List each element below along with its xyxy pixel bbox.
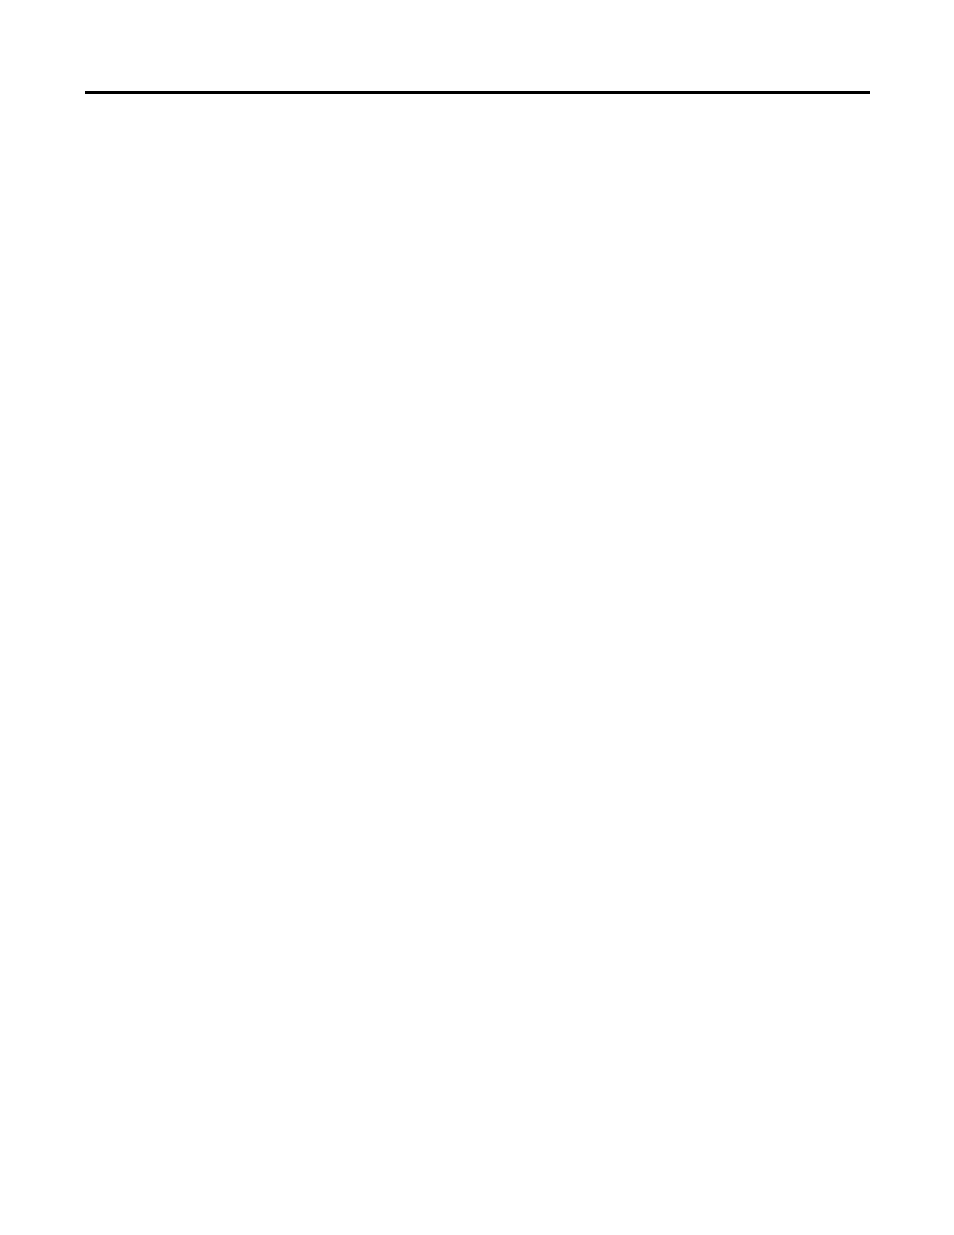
top-horizontal-rule <box>85 91 870 94</box>
